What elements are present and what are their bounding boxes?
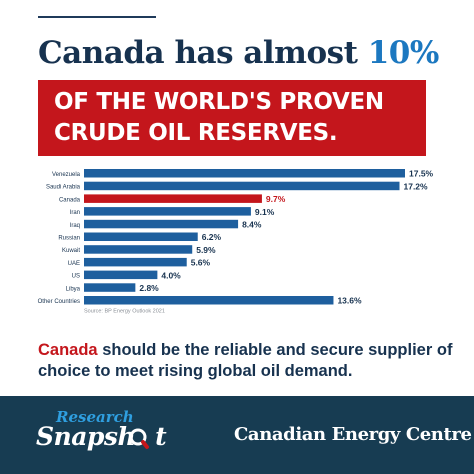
- brand-org: Canadian Energy Centre: [234, 424, 472, 445]
- category-label: Kuwait: [62, 248, 80, 254]
- brand-snapshot-start: Snapsh: [36, 422, 136, 451]
- banner-line-1: OF THE WORLD'S PROVEN: [54, 89, 384, 115]
- brand-snapshot-end: t: [155, 422, 167, 451]
- category-label: Canada: [59, 197, 81, 203]
- bar-us: [84, 270, 158, 280]
- headline-text: Canada has almost: [38, 35, 358, 71]
- category-label: Russian: [58, 236, 80, 242]
- value-label: 4.0%: [161, 270, 181, 280]
- brand-research: Research: [56, 408, 134, 426]
- value-label: 13.6%: [337, 296, 362, 306]
- category-label: US: [72, 274, 80, 280]
- value-label: 17.5%: [409, 169, 434, 179]
- headline-highlight: 10%: [367, 35, 440, 71]
- bar-saudi-arabia: [84, 181, 400, 191]
- source-note: Source: BP Energy Outlook 2021: [84, 309, 165, 315]
- caption: Canada should be the reliable and secure…: [38, 340, 458, 382]
- value-label: 2.8%: [139, 283, 159, 293]
- magnifier-icon: [129, 428, 149, 449]
- bar-libya: [84, 283, 136, 292]
- bar-iran: [84, 207, 251, 216]
- caption-highlight: Canada: [38, 341, 98, 359]
- value-label: 9.7%: [266, 194, 286, 204]
- bar-other-countries: [84, 296, 334, 305]
- banner-line-2: CRUDE OIL RESERVES.: [54, 120, 338, 146]
- top-rule: [38, 16, 156, 18]
- category-label: UAE: [68, 261, 80, 267]
- category-label: Libya: [66, 286, 81, 292]
- caption-text: should be the reliable and secure suppli…: [38, 341, 453, 380]
- bar-russian: [84, 232, 198, 241]
- bar-venezuela: [84, 169, 405, 178]
- bar-uae: [84, 257, 187, 267]
- category-label: Iraq: [70, 223, 80, 229]
- value-label: 8.4%: [242, 220, 262, 230]
- bar-canada: [84, 194, 262, 203]
- category-label: Venezuela: [52, 172, 81, 178]
- headline: Canada has almost 10%: [38, 34, 458, 72]
- footer: Research Snapsh t Canadian Energy Centre: [0, 396, 474, 474]
- brand-snapshot: Snapsh t: [36, 422, 167, 451]
- category-label: Iran: [70, 210, 80, 216]
- bar-iraq: [84, 219, 239, 229]
- value-label: 6.2%: [202, 232, 222, 242]
- category-label: Saudi Arabia: [46, 185, 81, 191]
- value-label: 5.6%: [191, 258, 211, 268]
- category-label: Other Countries: [38, 299, 80, 305]
- banner: OF THE WORLD'S PROVEN CRUDE OIL RESERVES…: [38, 80, 426, 156]
- bar-kuwait: [84, 245, 193, 254]
- bar-chart: Venezuela 17.5% Saudi Arabia 17.2% Canada 9.7…: [38, 169, 434, 315]
- value-label: 5.9%: [196, 245, 216, 255]
- value-label: 17.2%: [403, 181, 428, 191]
- value-label: 9.1%: [255, 207, 275, 217]
